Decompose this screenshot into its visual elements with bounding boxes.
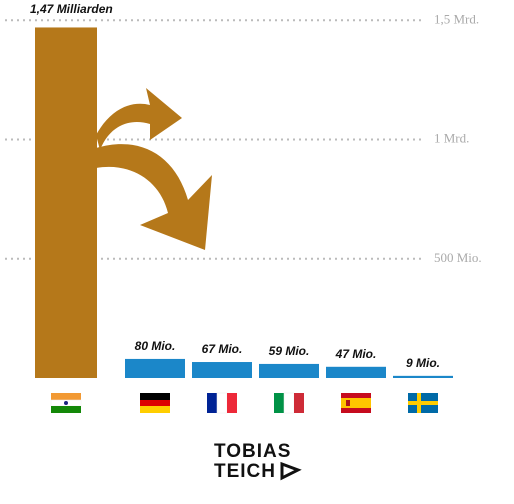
bar xyxy=(259,363,319,378)
brand-logo: TOBIAS TEICH xyxy=(214,441,302,482)
y-tick-label: 500 Mio. xyxy=(434,250,482,265)
bar xyxy=(192,362,252,378)
brand-arrow xyxy=(280,461,302,481)
flag-italy xyxy=(274,392,304,414)
bar xyxy=(326,366,386,378)
value-label: 80 Mio. xyxy=(135,339,176,353)
flag-sweden xyxy=(408,393,438,413)
arrows xyxy=(96,88,212,250)
brand-line: TOBIAS xyxy=(214,441,291,462)
bar xyxy=(35,27,97,378)
bar xyxy=(125,358,185,378)
y-tick-label: 1,5 Mrd. xyxy=(434,11,479,26)
brand-line: TEICH xyxy=(214,461,276,482)
flag-spain xyxy=(341,393,371,413)
value-label: 1,47 Milliarden xyxy=(30,2,113,16)
value-label: 47 Mio. xyxy=(335,347,377,361)
value-label: 59 Mio. xyxy=(269,344,310,358)
flag-india xyxy=(50,393,82,413)
y-tick-label: 1 Mrd. xyxy=(434,131,469,146)
value-label: 9 Mio. xyxy=(406,356,440,370)
flags xyxy=(50,392,438,414)
value-label: 67 Mio. xyxy=(202,342,243,356)
flag-germany xyxy=(140,393,170,413)
flag-france xyxy=(207,392,237,414)
bar xyxy=(393,375,453,378)
